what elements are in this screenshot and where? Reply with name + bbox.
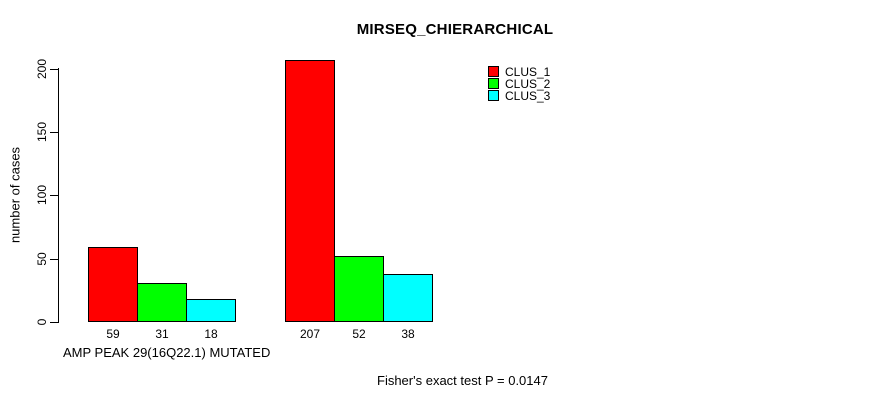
legend-swatch-clus_2	[488, 78, 499, 89]
legend-swatch-clus_1	[488, 66, 499, 77]
y-axis-tick	[50, 69, 58, 70]
y-axis-title: number of cases	[7, 146, 23, 244]
bar-value-label: 31	[155, 327, 169, 341]
legend-label-clus_1: CLUS_1	[505, 65, 551, 79]
bar-value-label: 18	[204, 327, 218, 341]
y-axis-tick	[50, 259, 58, 260]
y-axis-tick-label: 150	[35, 121, 49, 143]
y-axis-tick-label: 200	[35, 58, 49, 80]
y-axis-tick-label: 0	[35, 318, 49, 326]
y-axis-tick	[50, 132, 58, 133]
y-axis-tick	[50, 195, 58, 196]
bar-clus_2-group-2	[334, 256, 384, 322]
bar-clus_3-group-1	[186, 299, 236, 322]
bar-clus_3-group-2	[383, 274, 433, 322]
chart-title: MIRSEQ_CHIERARCHICAL	[356, 21, 554, 38]
legend-swatch-clus_3	[488, 90, 499, 101]
y-axis-tick-label: 100	[35, 184, 49, 206]
bar-value-label: 59	[106, 327, 120, 341]
y-axis-tick	[50, 322, 58, 323]
x-axis-label: AMP PEAK 29(16Q22.1) MUTATED	[63, 345, 271, 360]
bar-value-label: 38	[401, 327, 415, 341]
bar-clus_1-group-1	[88, 247, 138, 322]
bar-value-label: 52	[352, 327, 366, 341]
bar-value-label: 207	[299, 327, 321, 341]
legend-label-clus_3: CLUS_3	[505, 89, 551, 103]
y-axis-line	[58, 68, 59, 323]
caption: Fisher's exact test P = 0.0147	[377, 373, 548, 388]
bar-clus_2-group-1	[137, 283, 187, 322]
legend-label-clus_2: CLUS_2	[505, 77, 551, 91]
bar-clus_1-group-2	[285, 60, 335, 322]
y-axis-tick-label: 50	[35, 252, 49, 266]
